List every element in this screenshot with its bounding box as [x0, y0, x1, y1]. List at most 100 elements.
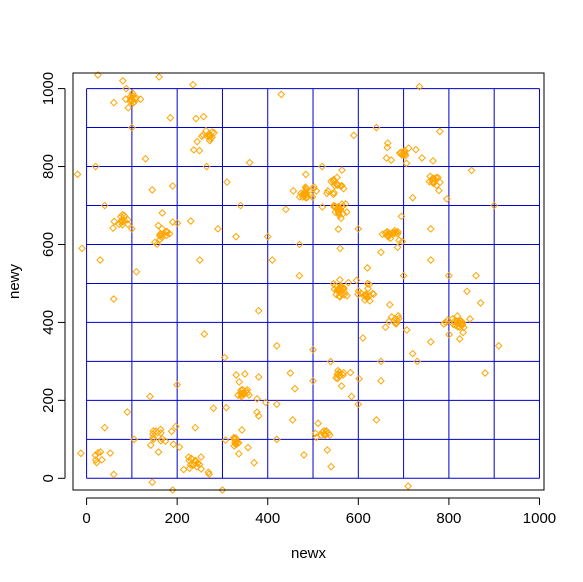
- data-point: [117, 212, 125, 221]
- data-point: [439, 319, 448, 328]
- data-point: [126, 95, 135, 104]
- data-point: [100, 201, 109, 210]
- data-point: [377, 376, 385, 385]
- data-point: [232, 440, 240, 449]
- data-point: [400, 148, 409, 157]
- data-point: [193, 137, 202, 146]
- data-point: [200, 330, 209, 339]
- data-point: [189, 80, 197, 89]
- data-point: [94, 71, 102, 79]
- y-tick-label: 1000: [40, 72, 57, 105]
- data-point: [109, 224, 117, 233]
- data-point: [336, 244, 345, 253]
- data-point: [126, 92, 135, 101]
- data-point: [385, 300, 394, 309]
- x-tick-label: 600: [346, 510, 371, 527]
- data-point: [117, 217, 126, 226]
- data-point: [453, 322, 462, 331]
- data-point: [253, 394, 261, 403]
- data-point: [432, 173, 441, 182]
- data-point: [232, 232, 240, 241]
- data-point: [455, 335, 464, 343]
- data-point: [222, 403, 231, 412]
- data-point: [383, 227, 392, 236]
- data-point: [402, 326, 411, 334]
- data-point: [340, 290, 349, 299]
- data-point: [472, 271, 480, 280]
- data-point: [346, 368, 355, 377]
- data-point: [148, 186, 157, 194]
- data-point: [153, 240, 162, 249]
- data-point: [146, 441, 155, 450]
- data-point: [365, 280, 374, 289]
- x-tick-label: 0: [82, 510, 90, 527]
- data-point: [281, 205, 290, 214]
- data-point: [238, 385, 247, 394]
- data-point: [195, 256, 204, 264]
- data-point: [121, 95, 130, 104]
- data-point: [337, 382, 346, 390]
- data-point: [334, 366, 342, 375]
- data-point: [268, 256, 277, 264]
- data-point: [109, 470, 118, 479]
- data-point: [337, 181, 346, 190]
- data-point: [352, 276, 361, 285]
- data-point: [383, 143, 392, 152]
- data-point: [277, 90, 286, 99]
- data-point: [435, 127, 444, 136]
- data-point: [392, 319, 401, 327]
- data-point: [202, 162, 211, 171]
- data-point: [314, 419, 323, 428]
- data-point: [195, 146, 204, 155]
- data-point: [311, 429, 320, 438]
- data-point: [308, 193, 317, 202]
- data-point: [323, 446, 332, 454]
- data-point: [169, 440, 178, 449]
- data-point: [76, 449, 85, 458]
- data-point: [136, 95, 145, 104]
- data-point: [401, 151, 410, 160]
- data-point: [426, 256, 435, 264]
- data-point: [91, 162, 100, 171]
- data-point: [130, 435, 139, 444]
- data-point: [443, 316, 452, 324]
- data-point: [344, 278, 353, 287]
- data-point: [78, 244, 86, 253]
- data-point: [244, 443, 252, 452]
- data-point: [467, 166, 476, 175]
- data-point: [158, 434, 166, 443]
- data-point: [167, 427, 176, 436]
- data-point: [253, 408, 261, 417]
- data-point: [154, 221, 163, 230]
- data-point: [377, 248, 385, 257]
- data-point: [323, 187, 332, 195]
- x-tick-label: 400: [255, 510, 280, 527]
- data-point: [387, 313, 396, 321]
- data-point: [463, 287, 471, 296]
- data-point: [435, 186, 443, 195]
- data-point: [218, 486, 227, 494]
- data-point: [312, 187, 321, 195]
- data-point: [330, 188, 338, 197]
- data-point: [385, 317, 393, 326]
- data-point: [333, 374, 342, 383]
- y-tick-label: 800: [40, 154, 57, 179]
- data-points: [73, 71, 503, 494]
- data-point: [150, 238, 159, 247]
- data-point: [312, 433, 321, 442]
- data-point: [132, 267, 141, 276]
- data-point: [98, 455, 106, 464]
- data-point: [358, 334, 367, 342]
- data-point: [234, 449, 243, 458]
- data-point: [382, 154, 391, 163]
- data-point: [236, 201, 245, 210]
- data-point: [361, 296, 369, 304]
- data-point: [327, 462, 336, 471]
- data-point: [425, 177, 434, 186]
- data-point: [321, 431, 329, 440]
- data-point: [382, 231, 391, 240]
- data-point: [429, 156, 437, 165]
- data-point: [494, 341, 503, 350]
- data-point: [330, 181, 339, 190]
- data-point: [329, 175, 338, 184]
